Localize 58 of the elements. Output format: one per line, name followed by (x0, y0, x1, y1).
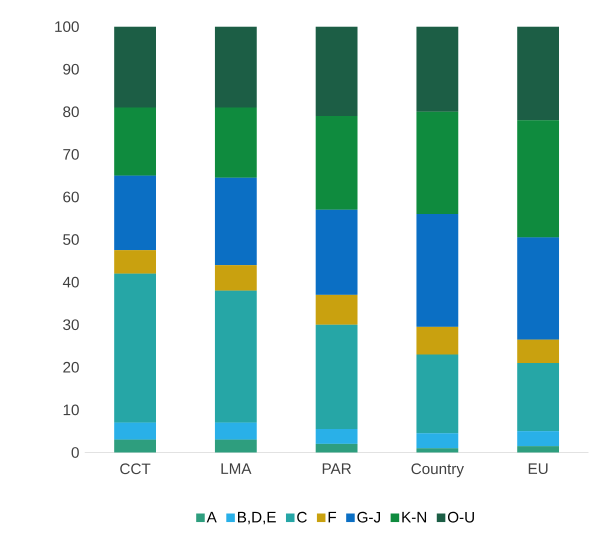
y-tick-label: 0 (72, 447, 79, 458)
bar (214, 265, 257, 291)
y-tick-label: 10 (64, 404, 79, 416)
bar (214, 290, 257, 423)
x-tick-label: CCT (120, 463, 150, 474)
bar (214, 178, 257, 266)
x-tick-label: EU (528, 463, 548, 474)
y-tick-label: 70 (63, 148, 79, 160)
bar (517, 363, 560, 432)
bar (517, 120, 560, 238)
bar (114, 250, 156, 274)
legend-label: C (297, 512, 307, 523)
bar (316, 294, 358, 325)
bar (114, 108, 156, 176)
bar (517, 340, 560, 364)
x-tick-label: Country (412, 463, 464, 478)
legend-label: F (328, 512, 336, 522)
bar (316, 429, 358, 444)
bar (316, 210, 358, 295)
legend-label: G-J (357, 512, 380, 523)
legend-label: A (206, 512, 217, 522)
bar (316, 324, 358, 430)
bar (214, 422, 257, 440)
bar (316, 116, 358, 210)
y-tick-label: 40 (62, 276, 79, 288)
bar (316, 444, 358, 452)
bar (416, 448, 458, 452)
bar (517, 446, 560, 452)
y-tick-label: 20 (63, 362, 79, 373)
bar (214, 26, 257, 108)
bar (517, 431, 560, 446)
y-tick-label: 30 (63, 319, 79, 330)
bar (316, 26, 358, 116)
x-tick-label: PAR (322, 463, 351, 474)
bar (416, 214, 458, 327)
bar (114, 26, 156, 108)
y-tick-label: 50 (63, 234, 79, 245)
y-tick-label: 80 (63, 106, 79, 118)
legend-label: O-U (448, 512, 474, 523)
bar (416, 433, 458, 448)
bar (114, 176, 156, 250)
bar (114, 440, 156, 452)
legend-label: B,D,E (238, 512, 276, 524)
y-tick-label: 100 (55, 21, 79, 32)
bar (114, 274, 156, 423)
y-tick-label: 60 (63, 192, 79, 202)
bar (416, 354, 458, 434)
bar (416, 26, 458, 112)
legend-label: K-N (402, 512, 426, 522)
bar (517, 26, 560, 120)
bar (416, 326, 458, 355)
bar (517, 237, 560, 340)
x-tick-label: LMA (221, 463, 252, 474)
bar (214, 440, 257, 452)
bar (416, 112, 458, 214)
y-tick-label: 90 (63, 64, 79, 75)
bar (214, 108, 257, 178)
bar (114, 422, 156, 440)
